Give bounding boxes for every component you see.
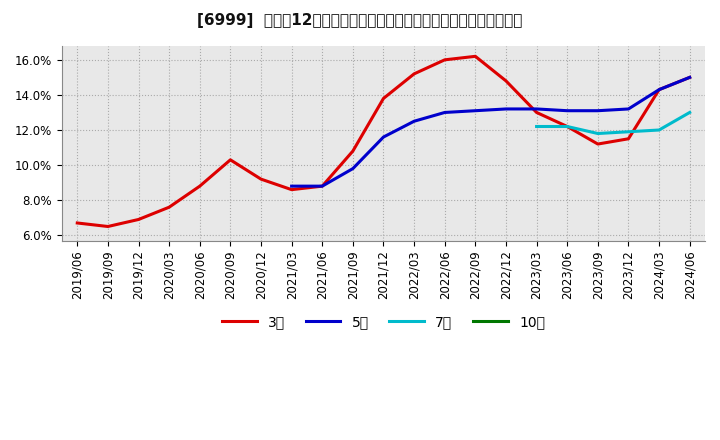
Line: 3年: 3年 — [77, 56, 690, 227]
5年 — [441, 110, 449, 115]
7年 — [532, 124, 541, 129]
5年 — [379, 134, 388, 139]
3年 — [318, 183, 327, 189]
3年 — [73, 220, 81, 226]
5年 — [410, 119, 418, 124]
3年 — [593, 141, 602, 147]
3年 — [685, 75, 694, 80]
5年 — [502, 106, 510, 112]
5年 — [563, 108, 572, 114]
3年 — [532, 110, 541, 115]
3年 — [104, 224, 112, 229]
3年 — [379, 96, 388, 101]
3年 — [134, 217, 143, 222]
3年 — [287, 187, 296, 192]
3年 — [441, 57, 449, 62]
5年 — [624, 106, 633, 112]
Line: 5年: 5年 — [292, 77, 690, 186]
5年 — [471, 108, 480, 114]
Legend: 3年, 5年, 7年, 10年: 3年, 5年, 7年, 10年 — [216, 310, 551, 335]
5年 — [318, 183, 327, 189]
3年 — [226, 157, 235, 162]
3年 — [654, 87, 663, 92]
5年 — [287, 183, 296, 189]
5年 — [348, 166, 357, 171]
3年 — [257, 176, 266, 182]
3年 — [410, 71, 418, 77]
5年 — [532, 106, 541, 112]
7年 — [685, 110, 694, 115]
7年 — [654, 127, 663, 132]
7年 — [593, 131, 602, 136]
3年 — [624, 136, 633, 141]
5年 — [685, 75, 694, 80]
5年 — [593, 108, 602, 114]
7年 — [563, 124, 572, 129]
3年 — [563, 124, 572, 129]
Line: 7年: 7年 — [536, 113, 690, 133]
Text: [6999]  売上高12か月移動合計の対前年同期増減率の標準偏差の推移: [6999] 売上高12か月移動合計の対前年同期増減率の標準偏差の推移 — [197, 13, 523, 28]
3年 — [195, 183, 204, 189]
3年 — [165, 205, 174, 210]
3年 — [348, 148, 357, 154]
5年 — [654, 87, 663, 92]
3年 — [471, 54, 480, 59]
3年 — [502, 78, 510, 84]
7年 — [624, 129, 633, 134]
